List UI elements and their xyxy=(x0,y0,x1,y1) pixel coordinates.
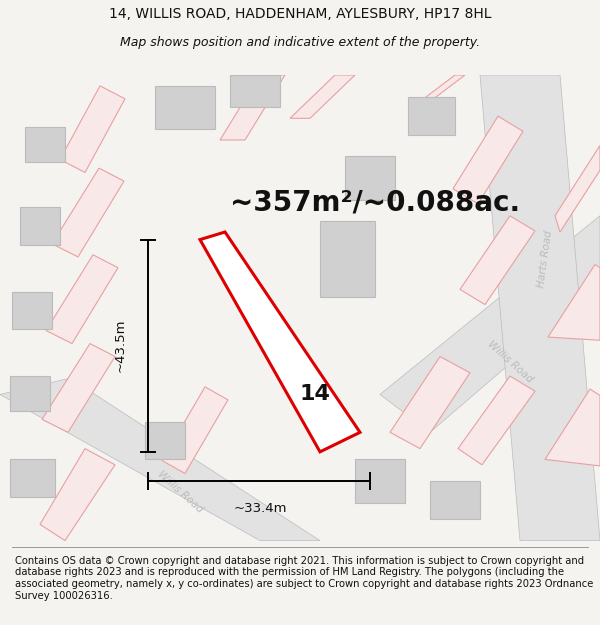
Text: ~33.4m: ~33.4m xyxy=(233,502,287,514)
Polygon shape xyxy=(42,344,115,432)
Polygon shape xyxy=(46,255,118,344)
Polygon shape xyxy=(320,221,375,297)
Text: Harts Road: Harts Road xyxy=(536,230,554,288)
Text: 14: 14 xyxy=(299,384,331,404)
Polygon shape xyxy=(12,292,52,329)
Polygon shape xyxy=(10,376,50,411)
Text: Contains OS data © Crown copyright and database right 2021. This information is : Contains OS data © Crown copyright and d… xyxy=(15,556,593,601)
Polygon shape xyxy=(345,156,395,199)
Polygon shape xyxy=(155,86,215,129)
Polygon shape xyxy=(408,97,455,134)
Polygon shape xyxy=(480,75,600,541)
Polygon shape xyxy=(25,127,65,162)
Polygon shape xyxy=(545,389,600,466)
Polygon shape xyxy=(430,481,480,519)
Polygon shape xyxy=(40,449,115,541)
Polygon shape xyxy=(380,216,600,432)
Polygon shape xyxy=(200,232,360,452)
Polygon shape xyxy=(60,86,125,172)
Text: Map shows position and indicative extent of the property.: Map shows position and indicative extent… xyxy=(120,36,480,49)
Text: ~357m²/~0.088ac.: ~357m²/~0.088ac. xyxy=(230,189,520,217)
Text: Willis Road: Willis Road xyxy=(155,469,205,514)
Polygon shape xyxy=(453,116,523,204)
Polygon shape xyxy=(52,168,124,257)
Polygon shape xyxy=(20,207,60,245)
Polygon shape xyxy=(415,75,465,106)
Text: 14, WILLIS ROAD, HADDENHAM, AYLESBURY, HP17 8HL: 14, WILLIS ROAD, HADDENHAM, AYLESBURY, H… xyxy=(109,6,491,21)
Polygon shape xyxy=(555,146,600,232)
Text: ~43.5m: ~43.5m xyxy=(113,319,127,372)
Text: Willis Road: Willis Road xyxy=(485,339,535,385)
Polygon shape xyxy=(458,376,535,465)
Polygon shape xyxy=(460,216,535,304)
Polygon shape xyxy=(355,459,405,503)
Polygon shape xyxy=(0,378,320,541)
Polygon shape xyxy=(220,75,285,140)
Polygon shape xyxy=(162,387,228,474)
Polygon shape xyxy=(548,264,600,340)
Polygon shape xyxy=(390,356,470,449)
Polygon shape xyxy=(145,421,185,459)
Polygon shape xyxy=(230,75,280,108)
Polygon shape xyxy=(290,75,355,118)
Polygon shape xyxy=(10,459,55,498)
